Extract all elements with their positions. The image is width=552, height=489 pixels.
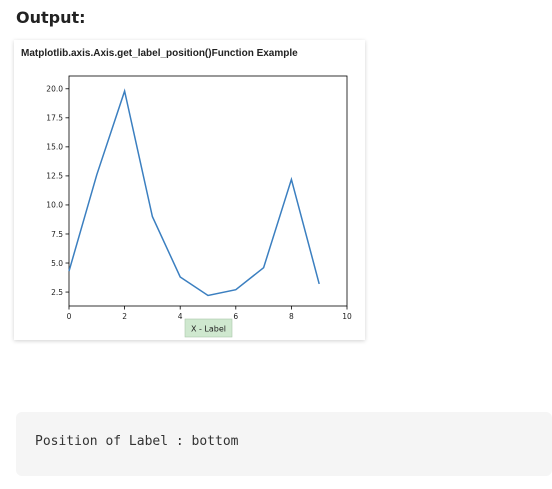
line-chart: Matplotlib.axis.Axis.get_label_position(… xyxy=(21,48,352,338)
y-tick-label: 17.5 xyxy=(46,114,63,123)
chart-title: Matplotlib.axis.Axis.get_label_position(… xyxy=(21,48,298,59)
x-tick-label: 2 xyxy=(122,312,127,321)
code-output-text: Position of Label : bottom xyxy=(35,434,239,449)
x-tick-label: 4 xyxy=(178,312,183,321)
y-tick-label: 5.0 xyxy=(51,259,63,268)
y-tick-label: 7.5 xyxy=(51,230,63,239)
y-tick-label: 12.5 xyxy=(46,172,63,181)
output-heading: Output: xyxy=(16,8,86,27)
x-tick-label: 0 xyxy=(67,312,72,321)
x-tick-label: 10 xyxy=(342,312,352,321)
x-tick-label: 6 xyxy=(233,312,238,321)
y-tick-label: 2.5 xyxy=(51,288,63,297)
series-line xyxy=(68,88,320,297)
y-tick-label: 20.0 xyxy=(46,85,63,94)
x-axis-label: X - Label xyxy=(191,325,226,334)
figure-card: Matplotlib.axis.Axis.get_label_position(… xyxy=(14,40,365,340)
x-tick-label: 8 xyxy=(289,312,294,321)
code-output-box: Position of Label : bottom xyxy=(16,412,552,476)
y-tick-label: 10.0 xyxy=(46,201,63,210)
plot-area-frame xyxy=(68,75,348,307)
y-tick-label: 15.0 xyxy=(46,143,63,152)
xlabel-box xyxy=(184,318,233,338)
